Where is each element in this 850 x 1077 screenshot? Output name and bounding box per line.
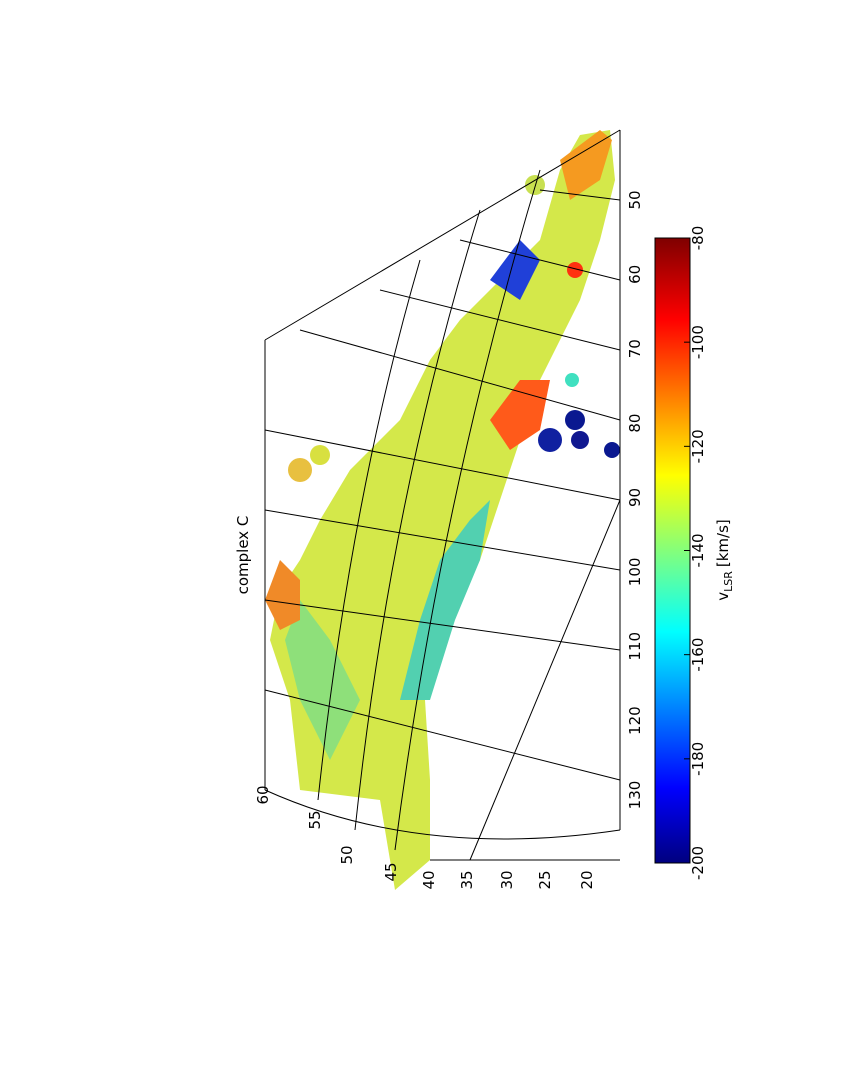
colorbar-label: v — [714, 592, 732, 601]
longitude-label: 120 — [626, 706, 644, 735]
colorbar-tick-label: -180 — [689, 742, 707, 776]
cloud-blob — [604, 442, 620, 458]
grid-line — [299, 329, 621, 421]
longitude-label: 70 — [626, 339, 644, 358]
latitude-label: 25 — [536, 870, 554, 889]
colorbar-tick-label: -80 — [689, 226, 707, 251]
cloud-region — [265, 560, 300, 630]
longitude-label: 130 — [626, 781, 644, 810]
grid-line — [354, 209, 481, 831]
grid-line — [264, 689, 621, 781]
latitude-label: 50 — [338, 845, 356, 864]
cloud-map — [265, 130, 620, 890]
colorbar-tick-label: -200 — [689, 846, 707, 880]
colorbar-label-unit: [km/s] — [714, 519, 732, 567]
latitude-label: 35 — [458, 870, 476, 889]
cloud-blob — [565, 373, 579, 387]
cloud-region — [490, 380, 550, 450]
grid-line — [539, 189, 621, 201]
longitude-label: 60 — [626, 265, 644, 284]
colorbar-title: vLSR [km/s] — [714, 519, 735, 601]
grid-line — [264, 429, 621, 501]
grid-line — [264, 789, 621, 840]
cloud-region — [560, 130, 612, 200]
latitude-label: 40 — [420, 870, 438, 889]
colorbar-tick-label: -160 — [689, 638, 707, 672]
cloud-blob — [567, 262, 583, 278]
latitude-label: 45 — [382, 862, 400, 881]
map-title: complex C — [234, 516, 252, 595]
cloud-region — [490, 240, 540, 300]
colorbar-tick-label: -140 — [689, 533, 707, 567]
grid-line — [264, 509, 621, 571]
cloud-blob — [538, 428, 562, 452]
longitude-label: 50 — [626, 190, 644, 209]
longitude-label: 90 — [626, 488, 644, 507]
coordinate-grid — [264, 129, 621, 861]
latitude-label: 30 — [498, 870, 516, 889]
cloud-region — [285, 600, 360, 760]
colorbar-label-sub: LSR — [722, 571, 735, 592]
longitude-label: 80 — [626, 414, 644, 433]
grid-line — [459, 239, 621, 281]
latitude-label: 60 — [254, 785, 272, 804]
cloud-blob — [565, 410, 585, 430]
cloud-blob — [288, 458, 312, 482]
grid-line — [379, 289, 621, 351]
cloud-blob — [310, 445, 330, 465]
grid-line — [264, 599, 621, 651]
colorbar-tick-label: -100 — [689, 325, 707, 359]
grid-line — [317, 259, 421, 801]
grid-line — [469, 499, 621, 861]
grid-line — [264, 129, 621, 341]
cloud-blob — [571, 431, 589, 449]
colorbar-tick-label: -120 — [689, 429, 707, 463]
cloud-region — [400, 500, 490, 700]
latitude-label: 20 — [578, 870, 596, 889]
longitude-label: 110 — [626, 632, 644, 661]
cloud — [270, 130, 615, 890]
longitude-label: 100 — [626, 558, 644, 587]
latitude-label: 55 — [306, 810, 324, 829]
grid-line — [394, 169, 541, 851]
